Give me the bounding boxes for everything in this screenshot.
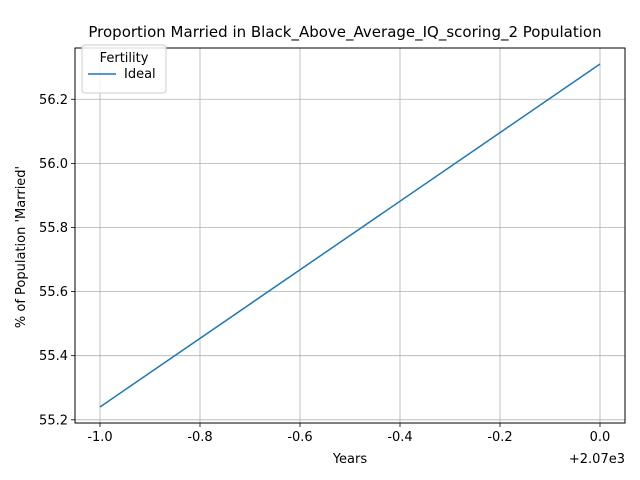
series-layer — [99, 63, 601, 408]
y-tick-label: 55.2 — [39, 413, 68, 428]
legend-box — [81, 44, 167, 94]
y-tick-label: 56.2 — [39, 93, 68, 108]
plot-frame — [74, 47, 626, 424]
y-tick-label: 55.6 — [39, 285, 68, 300]
x-tick-label: 0.0 — [590, 430, 611, 445]
y-axis-label: % of Population 'Married' — [14, 166, 29, 328]
x-axis: -1.0 -0.8 -0.6 -0.4 -0.2 0.0 — [87, 423, 610, 445]
y-tick-label: 56.0 — [39, 157, 68, 172]
series-line-ideal — [99, 63, 601, 408]
x-tick-label: -0.6 — [287, 430, 312, 445]
y-tick-label: 55.4 — [39, 349, 68, 364]
grid — [75, 48, 625, 423]
x-tick-label: -1.0 — [87, 430, 112, 445]
y-axis: 55.2 55.4 55.6 55.8 56.0 56.2 — [39, 93, 75, 428]
x-tick-label: -0.8 — [187, 430, 212, 445]
legend-entry-label: Ideal — [124, 67, 156, 82]
chart-title: Proportion Married in Black_Above_Averag… — [88, 23, 601, 42]
legend-title: Fertility — [100, 51, 149, 66]
x-tick-label: -0.2 — [487, 430, 512, 445]
legend: Fertility Ideal — [81, 44, 167, 94]
x-axis-label: Years — [332, 452, 368, 467]
x-tick-label: -0.4 — [387, 430, 412, 445]
x-axis-offset-label: +2.07e3 — [569, 452, 625, 467]
y-tick-label: 55.8 — [39, 221, 68, 236]
